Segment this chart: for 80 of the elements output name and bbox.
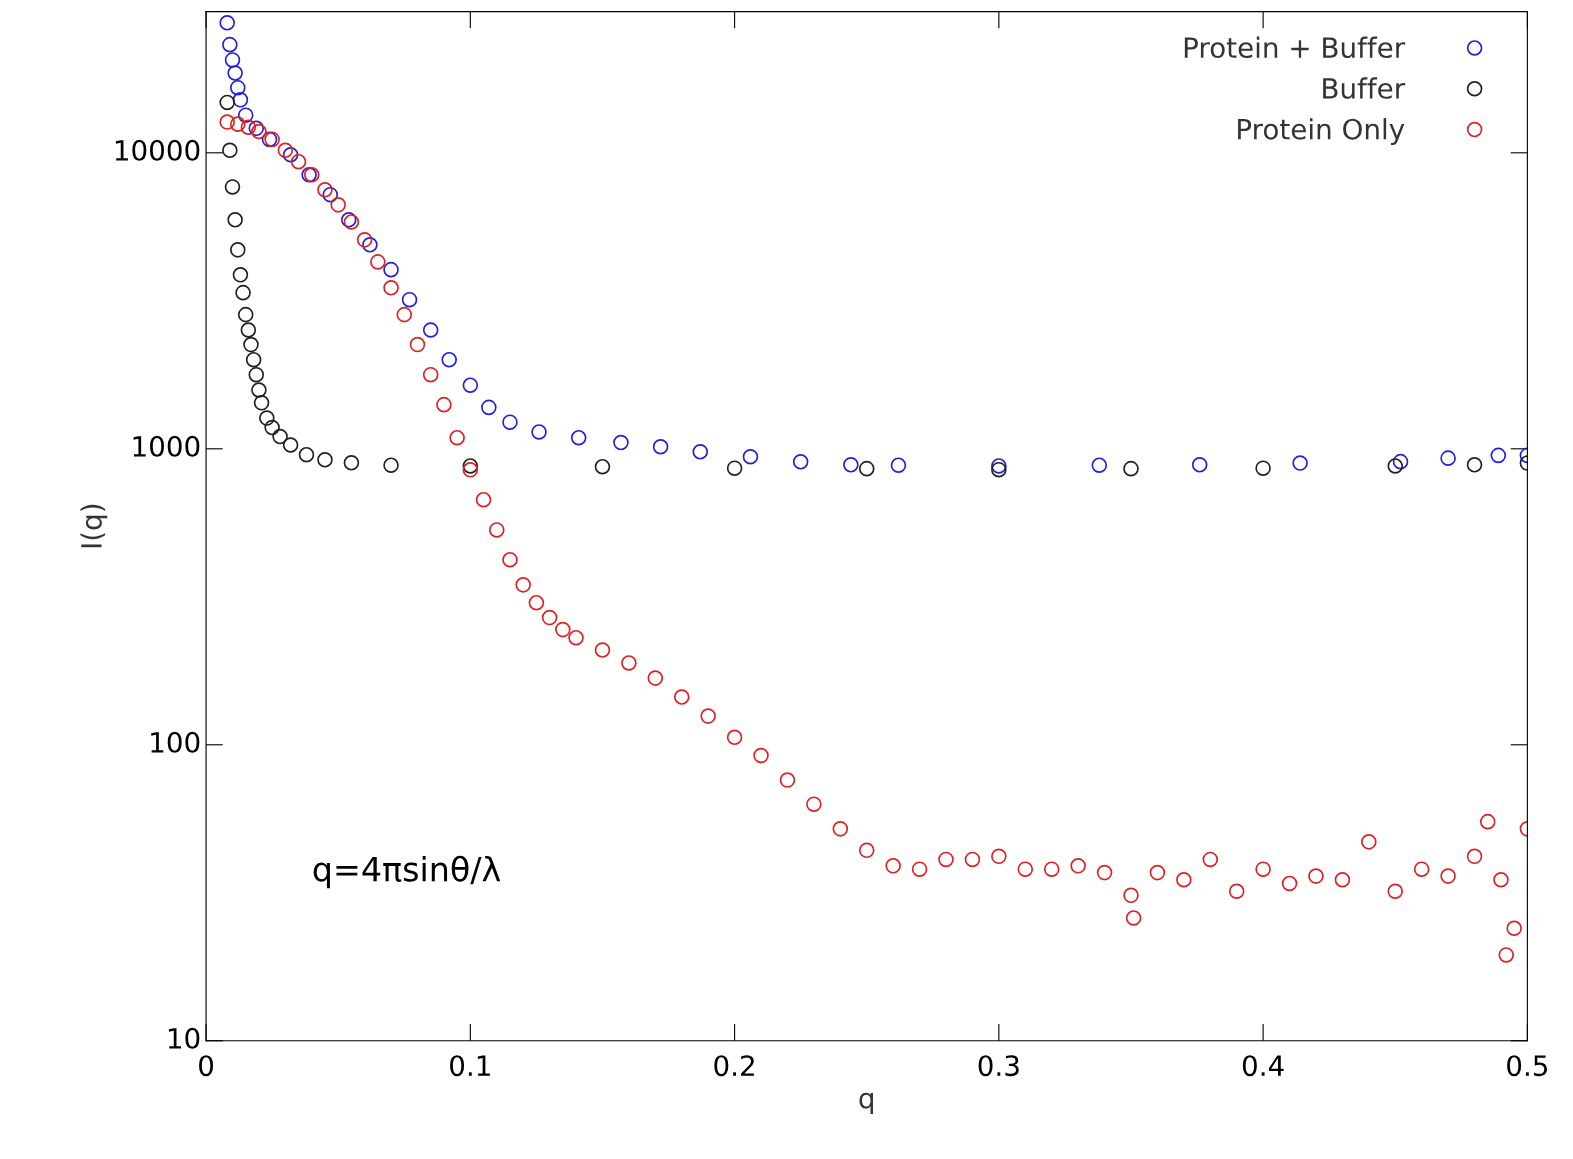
point: [1392, 453, 1409, 470]
x-tick-label: 0.2: [714, 1055, 754, 1077]
point: [282, 437, 299, 453]
point: [219, 94, 235, 111]
point: [224, 179, 241, 195]
legend-label: Protein + Buffer: [1184, 36, 1406, 59]
point: [298, 446, 315, 463]
point: [481, 399, 497, 416]
y-axis-title: I(q): [80, 504, 108, 548]
point: [422, 322, 439, 338]
point: [843, 457, 859, 473]
point: [890, 457, 907, 474]
point: [570, 429, 587, 446]
point: [1191, 457, 1208, 473]
y-tick-label: 100: [151, 731, 200, 753]
legend-label: Protein Only: [1238, 118, 1405, 146]
point: [253, 395, 270, 411]
point: [343, 454, 360, 471]
point: [1255, 460, 1271, 476]
point: [613, 434, 629, 451]
point: [322, 186, 339, 203]
annotation: q=4πsinθ/λ: [313, 855, 501, 889]
point: [1123, 460, 1139, 477]
point: [237, 107, 254, 123]
point: [858, 460, 875, 477]
point: [237, 306, 254, 323]
point: [282, 146, 299, 163]
point: [224, 52, 241, 68]
point: [362, 236, 378, 253]
point: [1387, 458, 1404, 474]
point: [502, 414, 518, 430]
point: [1490, 447, 1507, 464]
point: [594, 458, 611, 475]
point: [272, 428, 288, 445]
y-tick-label: 1000: [133, 435, 200, 457]
point: [232, 92, 249, 108]
x-tick-label: 0.4: [1242, 1055, 1284, 1077]
point: [240, 322, 257, 338]
point: [991, 461, 1007, 478]
point: [742, 448, 759, 465]
point: [232, 267, 249, 283]
x-tick-label: 0.3: [978, 1055, 1019, 1077]
point: [1466, 457, 1483, 473]
point: [229, 79, 246, 96]
point: [692, 444, 709, 460]
point: [991, 458, 1007, 474]
y-tick-label: 10: [168, 1027, 200, 1049]
point: [227, 211, 243, 228]
point: [792, 453, 809, 470]
point: [401, 291, 418, 308]
point: [1292, 455, 1308, 471]
point: [235, 284, 251, 301]
legend-label: Buffer: [1323, 77, 1406, 99]
point: [383, 261, 399, 278]
x-tick-label: 0.1: [450, 1055, 490, 1077]
point: [245, 351, 262, 368]
point: [462, 458, 479, 474]
point: [652, 438, 669, 455]
point: [222, 36, 238, 53]
point: [1440, 450, 1456, 466]
point: [248, 366, 265, 383]
point: [264, 419, 280, 436]
point: [383, 457, 399, 474]
point: [227, 65, 243, 81]
x-tick-label: 0: [199, 1055, 214, 1077]
point: [229, 242, 246, 258]
point: [1091, 457, 1108, 474]
point: [462, 377, 479, 393]
y-tick-label: 10000: [115, 139, 200, 161]
point: [317, 452, 333, 468]
x-axis-title: q: [859, 1092, 874, 1114]
point: [441, 351, 457, 368]
point: [726, 460, 743, 476]
point: [531, 424, 547, 440]
point: [243, 336, 259, 353]
x-tick-label: 0.5: [1507, 1055, 1548, 1077]
point: [251, 382, 267, 398]
point: [219, 14, 235, 31]
point: [259, 410, 275, 426]
point: [222, 142, 238, 159]
